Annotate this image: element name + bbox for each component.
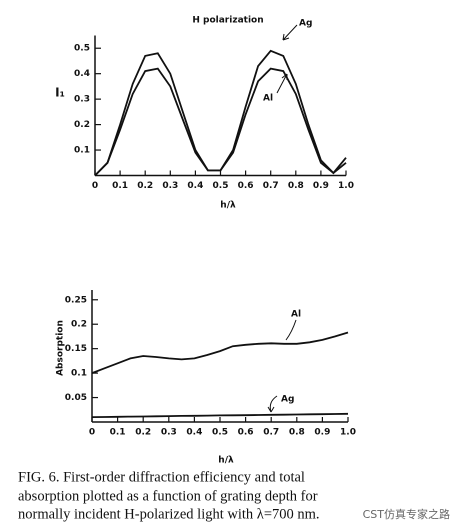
y-tick-label: 0.3: [74, 95, 90, 105]
caption-line: FIG. 6. First-order diffraction efficien…: [18, 469, 305, 485]
caption-line: normally incident H-polarized light with…: [18, 506, 320, 522]
x-tick-label: 0.2: [137, 181, 153, 191]
x-tick-label: 0.9: [314, 428, 330, 438]
watermark: CST仿真专家之路: [363, 507, 450, 521]
x-tick-label: 0.5: [213, 181, 229, 191]
x-tick-label: 0: [89, 428, 95, 438]
x-tick-label: 0.9: [313, 181, 329, 191]
y-tick-label: 0.25: [65, 295, 87, 305]
y-tick-label: 0.1: [71, 369, 87, 379]
arrow: [285, 319, 297, 341]
arrow: [282, 24, 298, 41]
x-tick-label: 0.1: [110, 428, 126, 438]
x-tick-label: 0.4: [187, 181, 203, 191]
y-tick-label: 0.2: [71, 320, 87, 330]
y-tick-label: 0.1: [74, 146, 90, 156]
x-tick-label: 0.5: [212, 428, 228, 438]
data-line: [91, 412, 349, 418]
x-tick-label: 0.2: [135, 428, 151, 438]
y-axis-label: Absorption: [56, 320, 66, 376]
x-tick-label: 0.4: [186, 428, 202, 438]
y-tick-label: 0.15: [65, 344, 87, 354]
x-tick-label: 0.6: [238, 428, 254, 438]
x-tick-label: 0.3: [162, 181, 178, 191]
data-line: [94, 67, 347, 177]
x-axis-label: h/λ: [218, 456, 234, 466]
annotation: Ag: [299, 19, 312, 29]
x-tick-label: 1.0: [338, 181, 354, 191]
y-tick-label: 0.4: [74, 69, 90, 79]
chart-title: H polarization: [192, 16, 263, 26]
x-tick-label: 0.3: [161, 428, 177, 438]
y-tick-label: 0.5: [74, 44, 90, 54]
x-tick-label: 0.7: [263, 428, 279, 438]
y-tick-label: 0.2: [74, 120, 90, 130]
x-axis-label: h/λ: [220, 201, 236, 211]
data-line: [91, 331, 349, 374]
x-tick-label: 1.0: [340, 428, 356, 438]
x-tick-label: 0.1: [112, 181, 128, 191]
x-tick-label: 0.8: [288, 181, 304, 191]
x-tick-label: 0.7: [263, 181, 279, 191]
y-tick-label: 0.05: [65, 393, 87, 403]
x-tick-label: 0.6: [238, 181, 254, 191]
annotation: Al: [263, 94, 273, 104]
caption-line: absorption plotted as a function of grat…: [18, 488, 318, 504]
arrow: [267, 395, 278, 413]
y-axis-label: I₁: [55, 86, 65, 100]
x-tick-label: 0: [92, 181, 98, 191]
annotation: Ag: [281, 395, 294, 405]
x-tick-label: 0.8: [289, 428, 305, 438]
annotation: Al: [291, 310, 301, 320]
